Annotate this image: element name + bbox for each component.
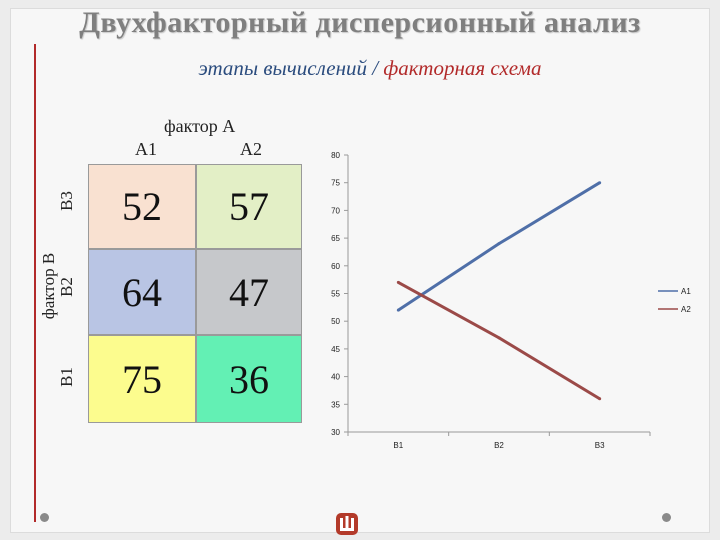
y-tick-label: 45 (331, 345, 340, 354)
cell-a2-b2: 47 (196, 249, 302, 335)
data-point (598, 397, 602, 401)
cell-value: 47 (229, 269, 269, 315)
data-point (497, 242, 501, 246)
y-tick-label: 30 (331, 428, 340, 437)
series-line-a2 (397, 281, 601, 401)
slide-subtitle: этапы вычислений / факторная схема (0, 56, 720, 81)
data-point (497, 336, 501, 340)
y-tick-label: 55 (331, 290, 340, 299)
cell-a1-b2: 64 (88, 249, 196, 335)
row-label-b1: В1 (57, 367, 76, 387)
factor-a-label: фактор А (164, 116, 236, 136)
factor-b-label: фактор В (39, 252, 58, 320)
row-label-b2: В2 (57, 277, 76, 297)
legend-label: A2 (681, 305, 691, 314)
cell-value: 64 (122, 269, 162, 315)
data-point (598, 181, 602, 185)
slide-title: Двухфакторный дисперсионный анализ (79, 6, 641, 39)
x-tick-label: B1 (393, 441, 403, 450)
data-point (396, 280, 400, 284)
subtitle-part-2: факторная схема (383, 56, 542, 80)
series-line-a1 (397, 181, 601, 312)
cell-value: 36 (229, 356, 269, 402)
cell-a2-b3: 57 (196, 164, 302, 249)
y-tick-label: 50 (331, 317, 340, 326)
cell-value: 75 (122, 356, 162, 402)
cell-a2-b1: 36 (196, 335, 302, 423)
cell-value: 57 (229, 184, 269, 229)
university-logo-icon (336, 513, 358, 535)
x-tick-label: B3 (595, 441, 605, 450)
subtitle-part-1: этапы вычислений / (198, 56, 384, 80)
y-tick-label: 60 (331, 262, 340, 271)
line-chart: 30 35 40 45 50 55 60 65 70 75 80 B1 B2 B3 A1 A2 (331, 151, 691, 450)
cell-value: 52 (122, 184, 162, 229)
data-point (396, 308, 400, 312)
y-tick-label: 40 (331, 373, 340, 382)
slide-left-rule (34, 44, 36, 522)
y-tick-label: 80 (331, 151, 340, 160)
y-tick-label: 75 (331, 179, 340, 188)
y-tick-label: 70 (331, 206, 340, 215)
x-tick-label: B2 (494, 441, 504, 450)
corner-dot-right (662, 513, 671, 522)
col-label-a2: А2 (240, 139, 262, 159)
y-tick-label: 35 (331, 400, 340, 409)
row-label-b3: В3 (57, 191, 76, 211)
y-tick-label: 65 (331, 234, 340, 243)
col-label-a1: А1 (135, 139, 157, 159)
corner-dot-left (40, 513, 49, 522)
cell-a1-b1: 75 (88, 335, 196, 423)
legend-label: A1 (681, 287, 691, 296)
cell-a1-b3: 52 (88, 164, 196, 249)
